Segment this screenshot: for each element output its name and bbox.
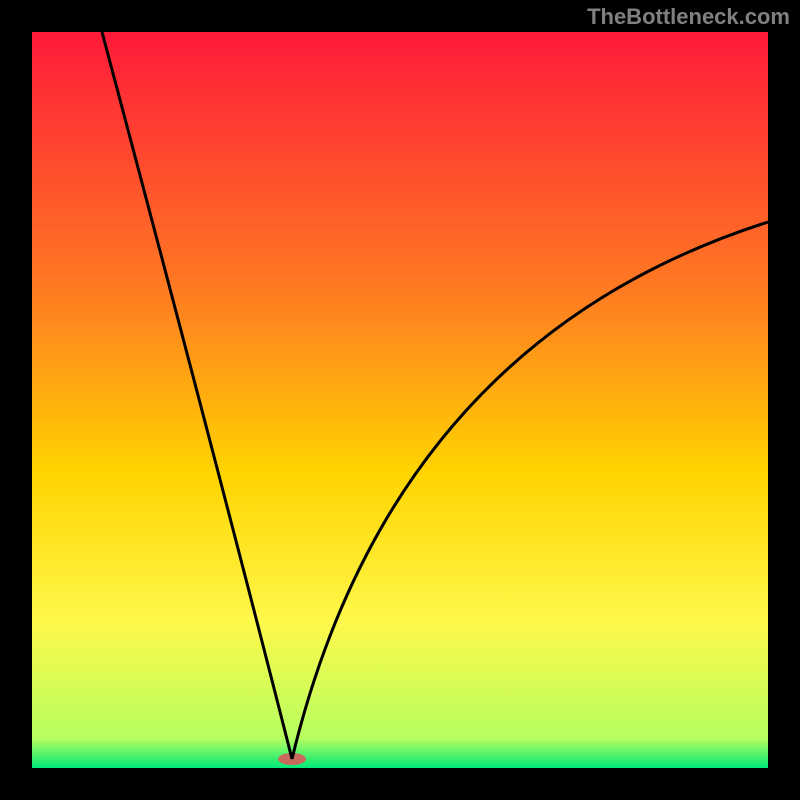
plot-area [32,32,768,768]
v-curve-chart [32,32,768,768]
curve-right-branch [292,222,768,759]
curve-left-branch [102,32,292,759]
watermark: TheBottleneck.com [587,4,790,30]
